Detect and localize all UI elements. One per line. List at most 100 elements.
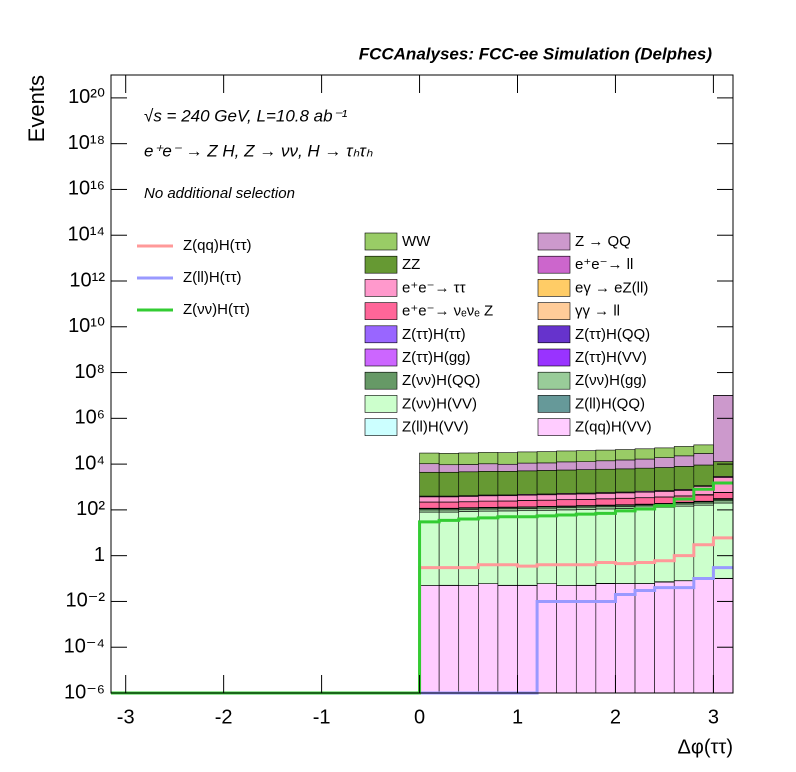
stack-segment: [595, 449, 616, 462]
stack-segment: [595, 468, 616, 493]
stack-segment: [634, 491, 655, 498]
stack-segment: [575, 506, 597, 510]
x-tick-label: -1: [313, 706, 331, 728]
stack-segment: [673, 503, 695, 507]
stack-segment: [615, 449, 636, 461]
stack-segment: [438, 496, 460, 503]
stack-segment: [556, 507, 577, 511]
stack-segment: [673, 490, 695, 497]
legend-swatch: [537, 232, 571, 251]
stack-segment: [615, 459, 636, 470]
stack-segment: [419, 585, 440, 694]
legend-label: ZZ: [402, 256, 420, 273]
stack-segment: [517, 494, 538, 501]
stack-segment: [478, 452, 499, 465]
stack-segment: [556, 493, 577, 500]
y-tick-label: 10¹⁴: [68, 224, 106, 246]
legend-label: WW: [402, 233, 431, 250]
stack-segment: [673, 466, 695, 490]
stack-segment: [556, 469, 577, 494]
stack-segment: [634, 507, 655, 584]
stack-segment: [673, 446, 695, 457]
stack-segment: [615, 498, 636, 505]
legend-swatch: [364, 371, 398, 390]
stack-segment: [458, 464, 479, 473]
stack-segment: [654, 457, 675, 468]
stack-segment: [595, 493, 616, 500]
stack-segment: [713, 477, 734, 493]
stack-segment: [693, 444, 714, 454]
stack-segment: [713, 578, 734, 694]
stack-segment: [517, 462, 538, 472]
stack-segment: [478, 495, 499, 502]
stack-segment: [419, 501, 440, 509]
stack-segment: [438, 501, 460, 509]
stack-segment: [693, 494, 714, 502]
stack-segment: [654, 581, 675, 694]
stack-segment: [615, 468, 636, 493]
stack-segment: [654, 506, 675, 582]
x-tick-label: -3: [117, 706, 135, 728]
stack-segment: [536, 494, 557, 501]
stack-segment: [615, 492, 636, 499]
stack-segment: [478, 463, 499, 472]
stack-segment: [713, 395, 734, 462]
stack-segment: [575, 450, 597, 463]
stack-segment: [458, 511, 479, 586]
legend-label: γγ → ll: [575, 303, 620, 320]
stack-segment: [654, 467, 675, 491]
stack-segment: [497, 463, 518, 472]
plot-frame: [110, 74, 734, 694]
legend-label: eγ → eZ(ll): [575, 279, 648, 296]
stack-segment: [556, 461, 577, 471]
legend-label: Z(ττ)H(QQ): [575, 326, 650, 343]
energy-label: √s = 240 GeV, L=10.8 ab⁻¹: [144, 106, 348, 125]
legend-label: Z(ττ)H(gg): [402, 349, 471, 366]
stack-segment: [438, 509, 460, 513]
stack-segment: [517, 585, 538, 694]
stack-segment: [673, 580, 695, 694]
legend-swatch: [364, 348, 398, 367]
stack-segment: [497, 495, 518, 502]
legend-label: e⁺e⁻→ ll: [575, 256, 633, 273]
legend-label: Z(ll)H(ττ): [183, 269, 242, 286]
stack-segment: [536, 499, 557, 507]
stack-segment: [438, 511, 460, 586]
stack-segment: [575, 509, 597, 586]
stack-segment: [575, 461, 597, 470]
x-tick-label: -2: [215, 706, 233, 728]
y-tick-label: 10²: [76, 498, 105, 520]
legend-swatch: [537, 279, 571, 297]
legend-swatch: [537, 395, 571, 413]
legend-swatch: [364, 418, 398, 436]
y-tick-label: 10¹⁰: [68, 315, 105, 337]
legend-swatch: [537, 418, 571, 436]
stack-segment: [497, 471, 518, 496]
y-tick-label: 1: [94, 544, 105, 566]
legend-label: Z(νν)H(QQ): [402, 372, 480, 389]
stack-segment: [419, 509, 440, 513]
stack-segment: [478, 510, 499, 584]
legend-swatch: [364, 255, 398, 274]
stack-segment: [458, 452, 479, 465]
y-tick-label: 10⁶: [75, 407, 105, 429]
legend-label: Z(νν)H(gg): [575, 372, 647, 389]
process-label: e⁺e⁻ → Z H, Z → νν, H → τₕτₕ: [144, 141, 373, 160]
chart-title: FCCAnalyses: FCC-ee Simulation (Delphes): [359, 44, 713, 63]
stack-segment: [654, 447, 675, 458]
legend-swatch: [537, 371, 571, 390]
legend-label: Z(νν)H(VV): [402, 395, 477, 412]
stack-segment: [478, 583, 499, 694]
legend-label: Z(ll)H(VV): [402, 419, 469, 436]
x-tick-label: 1: [512, 706, 523, 728]
legend-label: Z(νν)H(ττ): [183, 301, 250, 318]
y-tick-label: 10²⁰: [68, 86, 105, 108]
stack-segment: [654, 496, 675, 504]
stack-segment: [595, 460, 616, 470]
x-axis-label: Δφ(ττ): [678, 736, 733, 758]
stack-segment: [517, 500, 538, 508]
stack-segment: [438, 453, 460, 466]
x-tick-label: 2: [610, 706, 621, 728]
stack-segment: [615, 506, 636, 509]
legend-swatch: [537, 325, 571, 344]
